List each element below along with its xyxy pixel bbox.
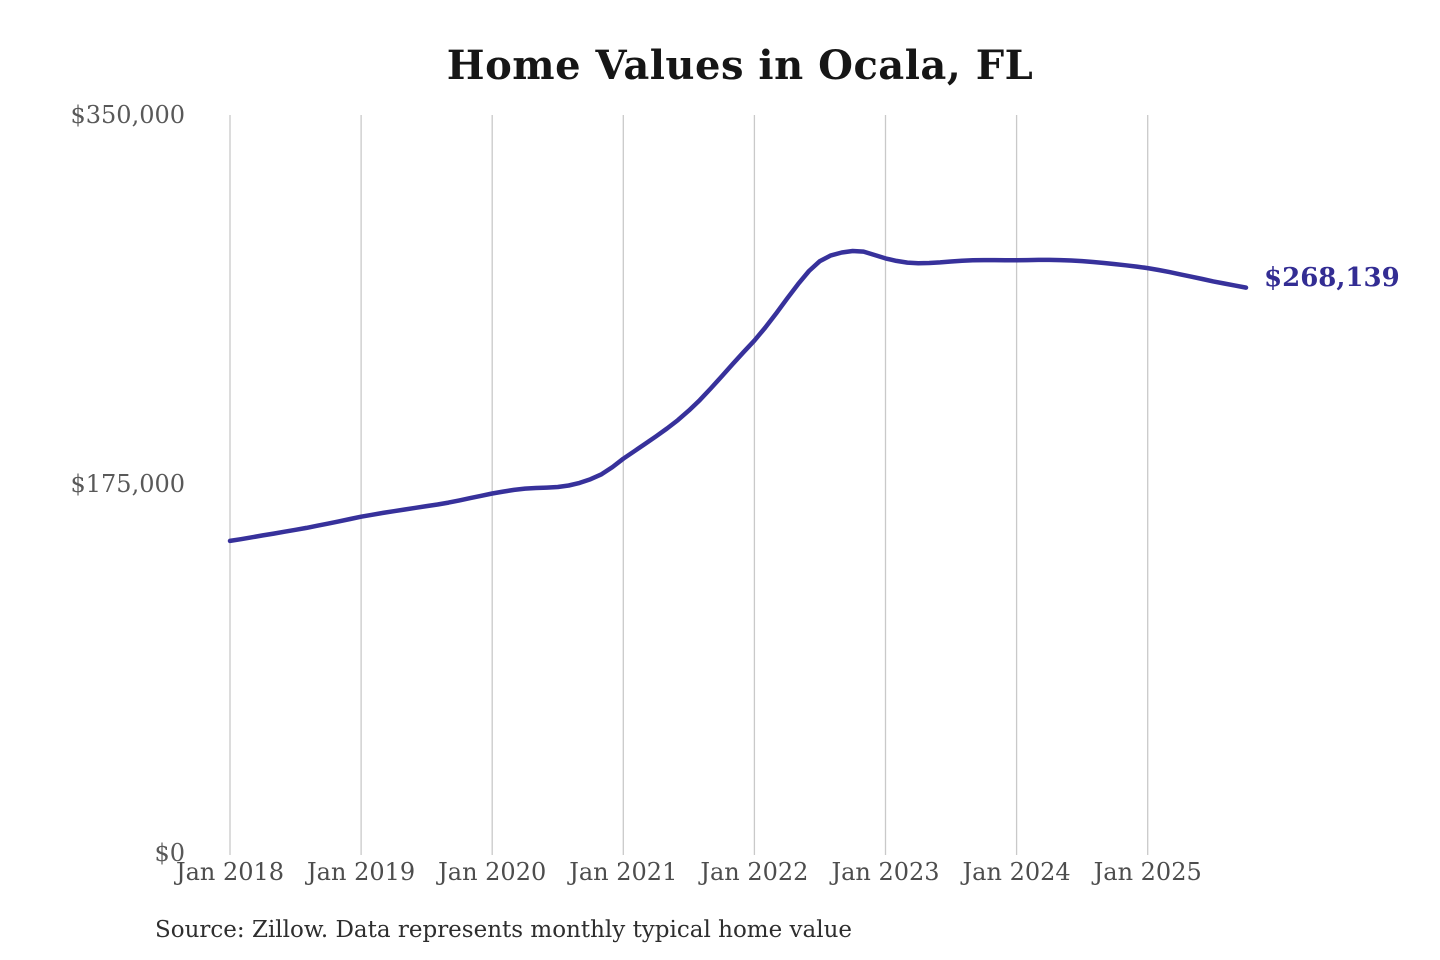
y-axis-tick-label: $350,000 [70, 101, 185, 129]
chart-title: Home Values in Ocala, FL [446, 42, 1034, 89]
x-axis-tick-label: Jan 2021 [569, 858, 678, 886]
x-axis-tick-label: Jan 2025 [1093, 858, 1202, 886]
source-note: Source: Zillow. Data represents monthly … [155, 917, 853, 943]
x-axis-tick-label: Jan 2018 [175, 858, 285, 886]
y-axis-tick-label: $0 [154, 839, 185, 867]
y-axis-tick-label: $175,000 [70, 470, 185, 498]
x-axis-tick-label: Jan 2020 [438, 858, 547, 886]
x-axis-tick-label: Jan 2024 [962, 858, 1071, 886]
home-value-line [227, 248, 1249, 544]
x-axis-tick-label: Jan 2022 [700, 858, 809, 886]
x-axis-tick-label: Jan 2019 [307, 858, 416, 886]
x-axis-tick-label: Jan 2023 [831, 858, 940, 886]
latest-value-label: $268,139 [1264, 262, 1400, 293]
